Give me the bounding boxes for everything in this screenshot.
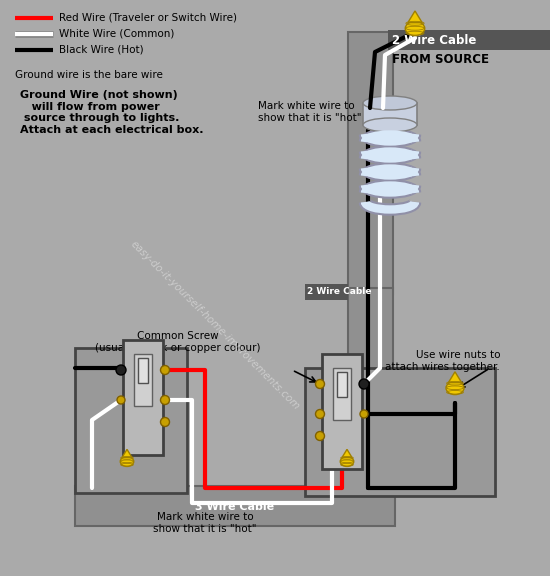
Circle shape [316,380,324,388]
Bar [123,340,163,455]
Polygon shape [342,449,352,457]
Circle shape [161,366,169,374]
Bar [348,288,393,503]
Ellipse shape [446,381,464,395]
Text: Use wire nuts to
attach wires together.: Use wire nuts to attach wires together. [385,350,500,372]
Circle shape [316,431,324,441]
Text: 3 Wire Cable: 3 Wire Cable [195,502,274,512]
Bar [75,486,395,526]
Ellipse shape [405,21,425,36]
Text: Black Wire (Hot): Black Wire (Hot) [59,45,144,55]
Circle shape [117,396,125,404]
Text: Ground Wire (not shown)
   will flow from power
 source through to lights.
Attac: Ground Wire (not shown) will flow from p… [20,90,204,135]
Bar [333,368,351,420]
Text: Red Wire (Traveler or Switch Wire): Red Wire (Traveler or Switch Wire) [59,13,237,23]
Bar [363,103,417,125]
Text: White Wire (Common): White Wire (Common) [59,29,174,39]
Polygon shape [122,449,132,457]
Text: Ground wire is the bare wire: Ground wire is the bare wire [15,70,163,80]
Bar [388,30,550,50]
Ellipse shape [363,118,417,132]
Ellipse shape [120,457,134,467]
Bar [305,368,495,496]
Bar [337,372,347,397]
Bar [138,358,148,383]
Bar [348,32,393,294]
Circle shape [316,410,324,419]
Ellipse shape [340,457,354,467]
Text: Mark white wire to
show that it is "hot": Mark white wire to show that it is "hot" [258,101,373,123]
Bar [305,284,348,300]
Text: Common Screw
(usually black or copper colour): Common Screw (usually black or copper co… [95,331,261,368]
Text: FROM SOURCE: FROM SOURCE [392,53,489,66]
Text: 2 Wire Cable: 2 Wire Cable [392,33,476,47]
Circle shape [116,365,126,375]
Text: Mark white wire to
show that it is "hot": Mark white wire to show that it is "hot" [153,512,257,533]
Text: easy-do-it-yourself-home-improvements.com: easy-do-it-yourself-home-improvements.co… [129,238,301,411]
Bar [75,348,187,493]
Text: 2 Wire Cable: 2 Wire Cable [307,287,371,297]
Circle shape [360,410,368,418]
Circle shape [161,418,169,426]
Bar [322,354,362,469]
Ellipse shape [363,96,417,110]
Polygon shape [448,372,461,382]
Polygon shape [408,11,422,22]
Bar [134,354,152,406]
Circle shape [359,379,369,389]
Circle shape [161,396,169,404]
